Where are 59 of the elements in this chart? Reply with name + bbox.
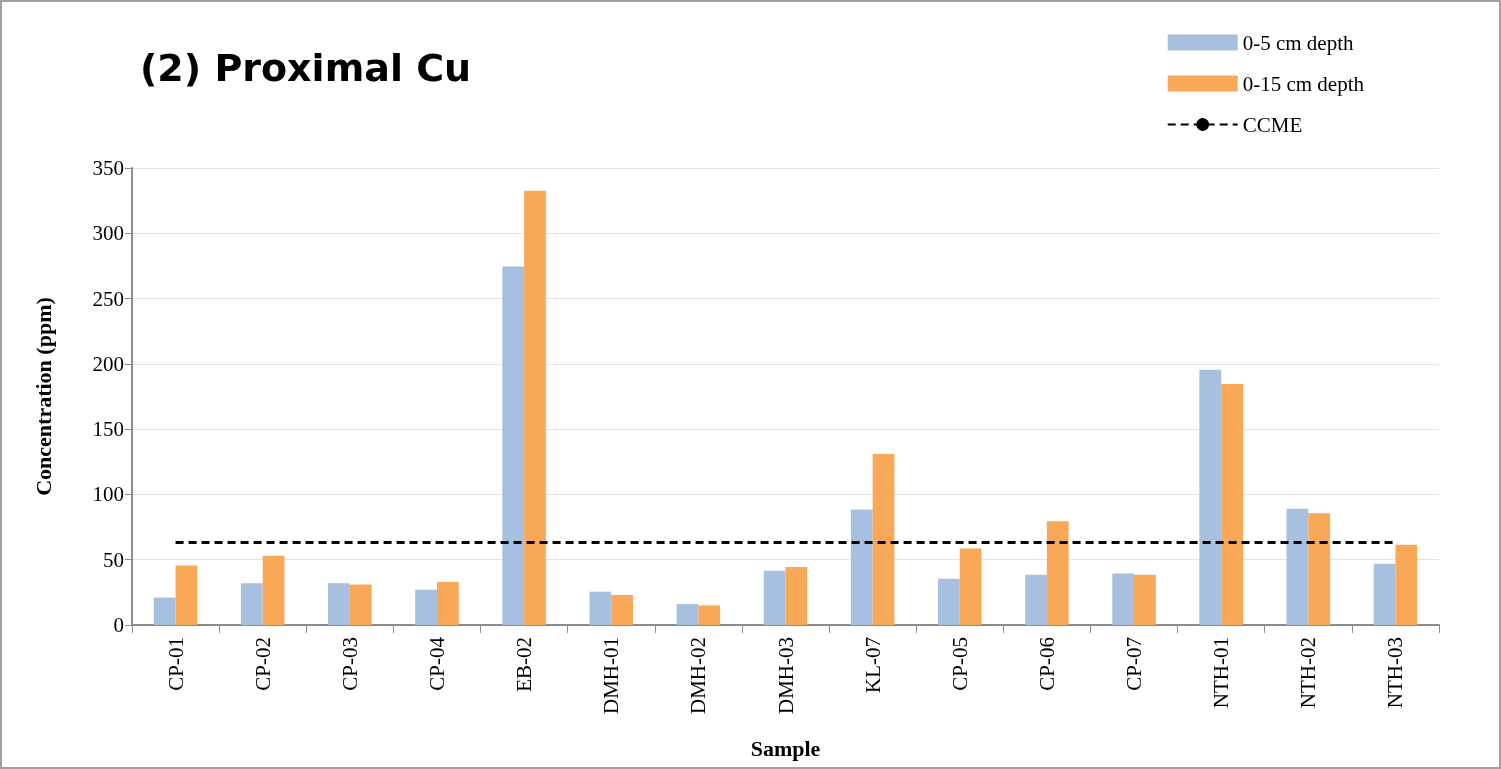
x-tick-label: CP-03 — [337, 637, 362, 691]
bar — [850, 509, 873, 625]
bar — [611, 594, 634, 625]
bar — [589, 591, 612, 625]
bar — [524, 190, 546, 625]
bar — [175, 565, 198, 625]
bar — [415, 589, 437, 625]
bar — [676, 604, 699, 625]
bar — [328, 583, 350, 625]
legend-label: CCME — [1242, 112, 1303, 137]
x-tick-label: NTH-03 — [1383, 637, 1408, 709]
bar — [1286, 508, 1309, 625]
bar — [1395, 544, 1418, 625]
x-tick-label: EB-02 — [512, 637, 537, 692]
x-tick-label: CP-06 — [1034, 637, 1059, 691]
bar — [1199, 369, 1222, 625]
bar — [502, 266, 525, 625]
bar — [240, 583, 263, 625]
x-tick-label: KL-07 — [860, 637, 885, 693]
x-tick-label: NTH-02 — [1296, 637, 1321, 709]
bar — [872, 453, 895, 625]
y-tick-label: 100 — [92, 482, 124, 507]
bar — [153, 597, 176, 625]
x-tick-label: CP-07 — [1122, 637, 1147, 691]
bar — [1046, 521, 1069, 625]
bar — [1112, 573, 1135, 625]
bar — [436, 581, 459, 625]
x-tick-label: CP-02 — [250, 637, 275, 691]
y-tick-label: 250 — [92, 286, 124, 311]
x-tick-label: DMH-02 — [686, 637, 711, 714]
x-tick-label: DMH-01 — [599, 637, 624, 714]
y-tick-label: 150 — [92, 417, 124, 442]
y-tick-label: 350 — [92, 156, 124, 180]
bar — [763, 570, 786, 625]
bar — [698, 605, 721, 625]
bar — [959, 548, 982, 625]
y-tick-label: 0 — [113, 613, 124, 637]
x-axis-title: Sample — [750, 735, 821, 761]
bar — [785, 566, 808, 625]
y-tick-label: 200 — [92, 351, 124, 376]
bar — [1373, 563, 1396, 625]
bar — [1308, 513, 1331, 625]
legend-label: 0-5 cm depth — [1242, 30, 1354, 55]
bar — [937, 578, 960, 625]
x-tick-label: DMH-03 — [773, 637, 798, 714]
x-tick-label: CP-04 — [424, 636, 449, 691]
bar — [349, 584, 372, 625]
x-tick-label: NTH-01 — [1209, 637, 1234, 709]
x-tick-label: CP-01 — [163, 637, 188, 691]
y-tick-label: 50 — [103, 547, 124, 572]
bar — [1134, 574, 1156, 625]
bar — [1025, 574, 1047, 625]
y-tick-label: 300 — [92, 221, 124, 246]
bar — [262, 555, 285, 625]
y-axis-title: Concentration (ppm) — [30, 297, 56, 496]
x-tick-label: CP-05 — [947, 637, 972, 691]
legend-label: 0-15 cm depth — [1242, 71, 1365, 96]
bar — [1221, 384, 1243, 625]
chart-title: (2) Proximal Cu — [140, 46, 472, 90]
